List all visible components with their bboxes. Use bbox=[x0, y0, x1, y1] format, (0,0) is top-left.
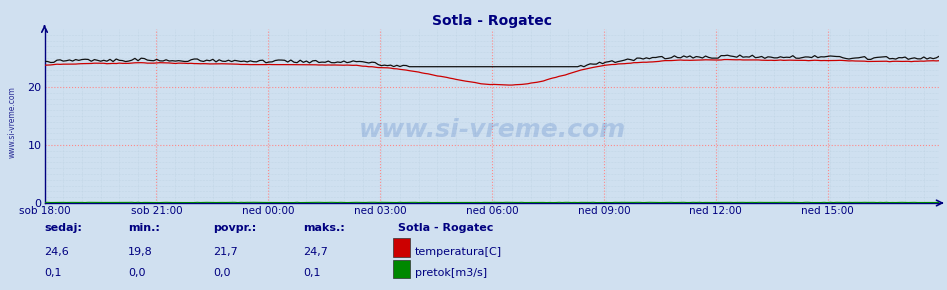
Text: www.si-vreme.com: www.si-vreme.com bbox=[358, 118, 626, 142]
Title: Sotla - Rogatec: Sotla - Rogatec bbox=[432, 14, 552, 28]
Text: Sotla - Rogatec: Sotla - Rogatec bbox=[398, 224, 493, 233]
Text: pretok[m3/s]: pretok[m3/s] bbox=[415, 268, 487, 278]
Text: maks.:: maks.: bbox=[303, 224, 345, 233]
Text: min.:: min.: bbox=[128, 224, 160, 233]
Text: 0,1: 0,1 bbox=[303, 268, 320, 278]
Text: povpr.:: povpr.: bbox=[213, 224, 257, 233]
Text: 0,0: 0,0 bbox=[213, 268, 230, 278]
Text: 24,6: 24,6 bbox=[45, 247, 69, 257]
Text: temperatura[C]: temperatura[C] bbox=[415, 247, 502, 257]
Text: 19,8: 19,8 bbox=[128, 247, 152, 257]
Text: sedaj:: sedaj: bbox=[45, 224, 82, 233]
Text: 21,7: 21,7 bbox=[213, 247, 238, 257]
Text: www.si-vreme.com: www.si-vreme.com bbox=[8, 86, 17, 158]
Text: 24,7: 24,7 bbox=[303, 247, 328, 257]
Text: 0,0: 0,0 bbox=[128, 268, 145, 278]
Text: 0,1: 0,1 bbox=[45, 268, 62, 278]
